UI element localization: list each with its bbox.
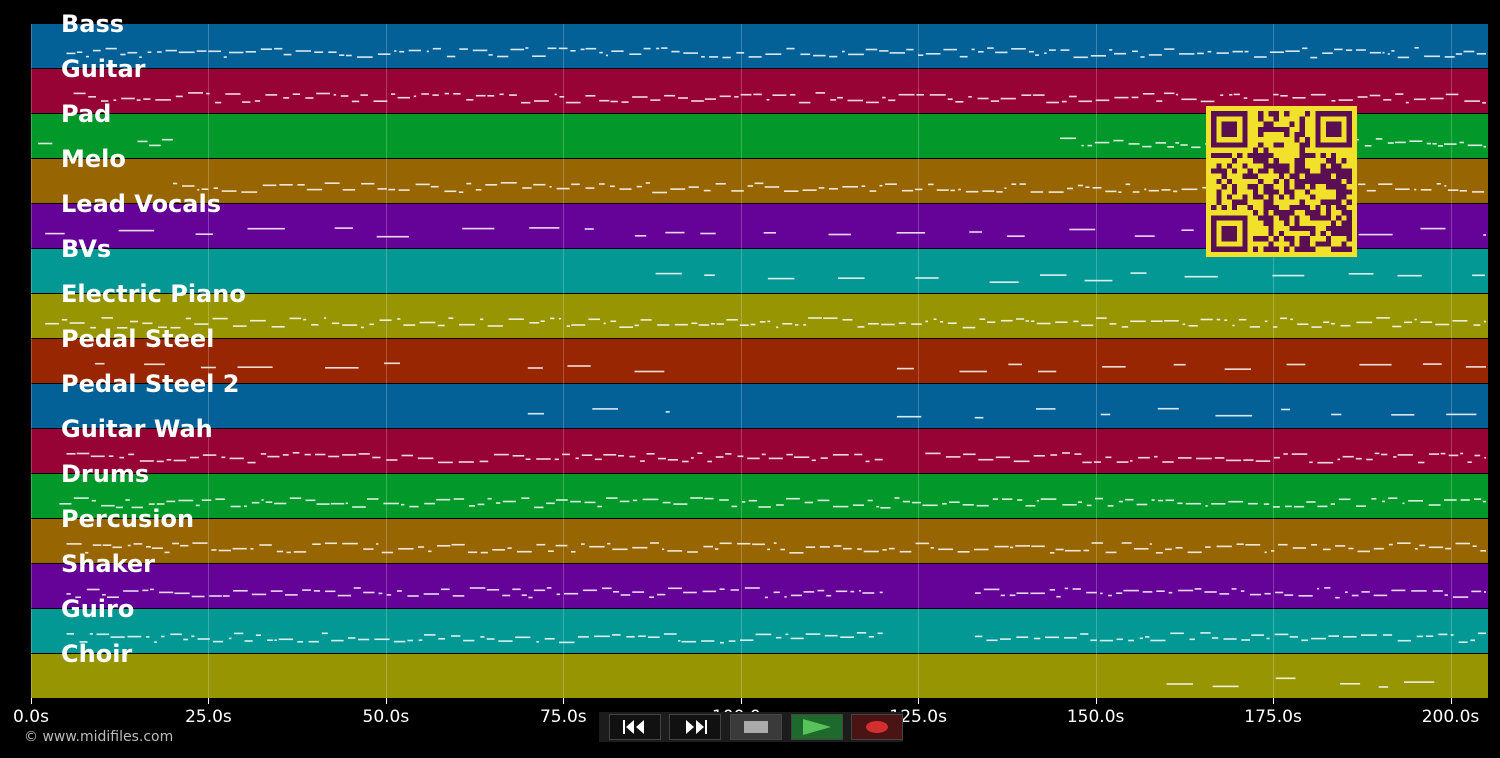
track-lane-bass[interactable] [31, 24, 1488, 68]
axis-tick [1273, 698, 1275, 704]
midi-notes [1166, 677, 1435, 688]
qr-code-icon[interactable] [1206, 106, 1357, 257]
midi-notes [527, 407, 1477, 419]
grid-line [1095, 24, 1097, 698]
track-lane-drums[interactable] [31, 474, 1488, 518]
track-lane-pedal-steel[interactable] [31, 339, 1488, 383]
track-label-shaker: Shaker [61, 550, 155, 578]
axis-tick-label: 175.0s [1244, 707, 1302, 727]
track-label-guitar-wah: Guitar Wah [61, 415, 213, 443]
axis-tick [385, 698, 387, 704]
record-icon [866, 721, 888, 733]
axis-tick-label: 75.0s [539, 707, 587, 727]
midi-notes [66, 452, 1486, 464]
track-label-guiro: Guiro [61, 595, 135, 623]
track-label-choir: Choir [61, 640, 133, 668]
axis-tick [740, 698, 742, 704]
axis-tick-label: 150.0s [1066, 707, 1125, 727]
midi-notes [66, 542, 1486, 554]
fast-forward-button[interactable] [669, 714, 721, 740]
track-lane-guitar[interactable] [31, 69, 1488, 113]
track-lane-electric-piano[interactable] [31, 294, 1488, 338]
track-label-pad: Pad [61, 100, 112, 128]
track-lane-pedal-steel-2[interactable] [31, 384, 1488, 428]
track-label-electric-piano: Electric Piano [61, 280, 246, 308]
axis-tick-label: 25.0s [185, 707, 232, 727]
stop-icon [744, 721, 768, 733]
rewind-icon [623, 720, 644, 734]
transport-controls [599, 712, 903, 742]
axis-tick [208, 698, 210, 704]
axis-tick-label: 200.0s [1421, 707, 1480, 727]
track-label-bass: Bass [61, 10, 125, 38]
midi-notes [94, 362, 1486, 373]
track-label-percusion: Percusion [61, 505, 195, 533]
record-button[interactable] [851, 714, 903, 740]
midi-notes [66, 47, 1486, 59]
axis-tick [918, 698, 920, 704]
axis-tick [1095, 698, 1097, 704]
grid-line [1450, 24, 1452, 698]
track-lane-percusion[interactable] [31, 519, 1488, 563]
play-icon [803, 719, 831, 735]
midi-notes [66, 587, 1486, 599]
grid-line [563, 24, 565, 698]
rewind-button[interactable] [609, 714, 661, 740]
track-label-pedal-steel-2: Pedal Steel 2 [61, 370, 240, 398]
midi-notes [655, 272, 1485, 283]
play-button[interactable] [791, 714, 843, 740]
track-label-bvs: BVs [61, 235, 112, 263]
stop-button[interactable] [730, 714, 782, 740]
track-label-guitar: Guitar [61, 55, 146, 83]
fast-forward-icon [686, 720, 707, 734]
axis-tick [31, 698, 32, 704]
axis-tick-label: 50.0s [362, 707, 410, 727]
grid-line [385, 24, 387, 698]
grid-line [918, 24, 920, 698]
track-label-melo: Melo [61, 145, 126, 173]
track-lane-choir[interactable] [31, 654, 1488, 698]
track-lane-guiro[interactable] [31, 609, 1488, 653]
axis-tick [563, 698, 565, 704]
copyright-text: © www.midifiles.com [24, 729, 174, 745]
track-lane-shaker[interactable] [31, 564, 1488, 608]
axis-tick-label: 125.0s [889, 707, 947, 727]
track-label-pedal-steel: Pedal Steel [61, 325, 215, 353]
midi-notes [45, 317, 1486, 329]
grid-line [1273, 24, 1275, 698]
midi-notes [73, 92, 1486, 104]
grid-line [208, 24, 210, 698]
track-label-lead-vocals: Lead Vocals [61, 190, 221, 218]
axis-tick-label: 0.0s [13, 707, 49, 727]
midi-notes [66, 632, 1486, 644]
grid-line [31, 24, 32, 698]
midi-notes [59, 497, 1486, 509]
track-lane-guitar-wah[interactable] [31, 429, 1488, 473]
axis-tick [1450, 698, 1452, 704]
track-label-drums: Drums [61, 460, 150, 488]
grid-line [740, 24, 742, 698]
